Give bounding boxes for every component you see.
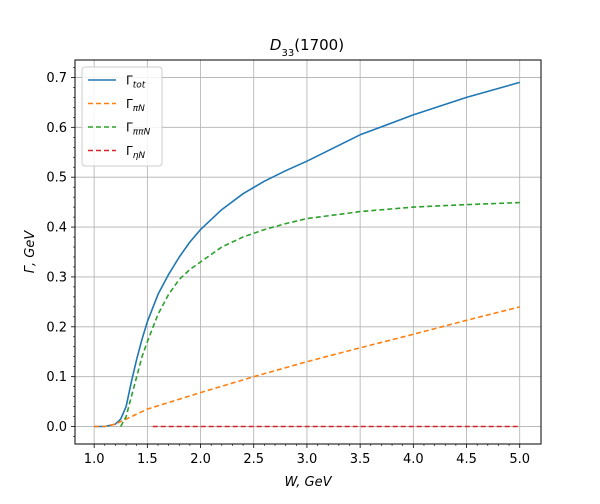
y-tick-label: 0.0 <box>46 420 67 435</box>
legend-label: ΓηN <box>126 144 145 161</box>
y-tick-label: 0.5 <box>46 171 67 186</box>
ticks: 1.0 1.5 2.0 2.5 3.0 3.5 4.0 4.5 5.0 0.0 0.1 0.2 0.3 0… <box>46 67 530 467</box>
series-layer <box>94 81 520 428</box>
x-tick-label: 3.5 <box>350 452 371 467</box>
legend-label: ΓπN <box>126 97 145 114</box>
legend-label: ΓππN <box>126 121 151 138</box>
y-tick-label: 0.7 <box>46 71 67 86</box>
x-tick-label: 3.0 <box>297 452 318 467</box>
x-tick-label: 2.5 <box>243 452 264 467</box>
y-tick-label: 0.3 <box>46 270 67 285</box>
legend-label: Γtot <box>126 74 146 91</box>
x-tick-label: 1.0 <box>84 452 105 467</box>
x-axis-label: W, GeV <box>284 475 332 490</box>
x-tick-label: 1.5 <box>137 452 158 467</box>
series-line <box>94 81 520 428</box>
x-tick-label: 2.0 <box>190 452 211 467</box>
plot-frame <box>74 59 542 445</box>
chart-title: D33(1700) <box>270 36 344 59</box>
y-tick-label: 0.6 <box>46 121 67 136</box>
x-tick-label: 4.0 <box>403 452 424 467</box>
x-tick-label: 4.5 <box>456 452 477 467</box>
legend: Γtot ΓπN ΓππN ΓηN <box>81 66 163 167</box>
y-tick-label: 0.4 <box>46 221 67 236</box>
series-line <box>119 201 520 427</box>
y-tick-label: 0.2 <box>46 320 67 335</box>
legend-box <box>81 66 163 167</box>
y-tick-label: 0.1 <box>46 370 67 385</box>
x-tick-label: 5.0 <box>509 452 530 467</box>
series-line <box>94 306 520 428</box>
y-axis-label: Γ, GeV <box>23 230 38 274</box>
